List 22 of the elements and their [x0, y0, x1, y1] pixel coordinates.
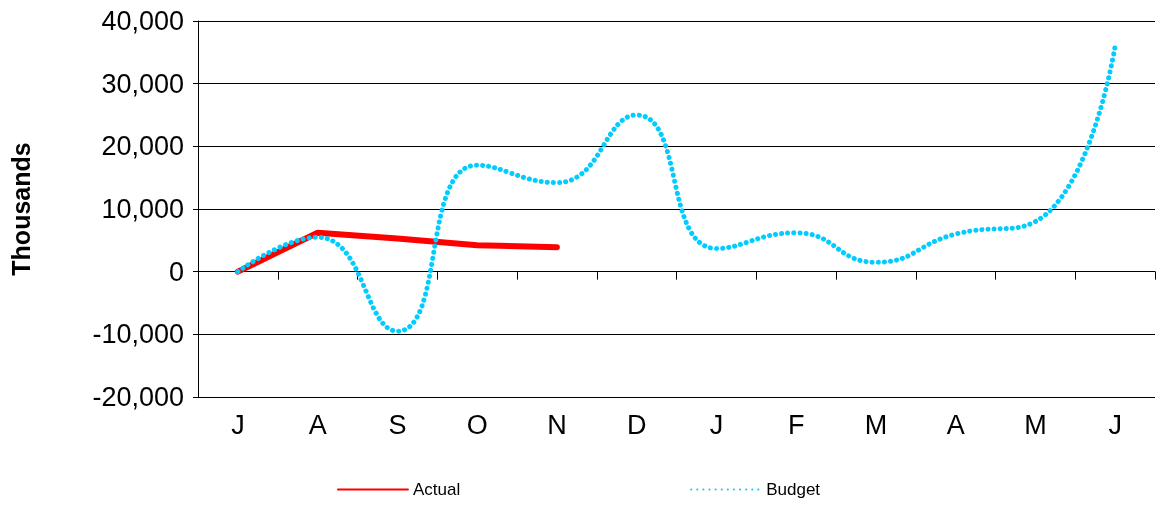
x-tick-label: N	[547, 409, 567, 440]
y-tick-label: -20,000	[92, 382, 184, 412]
x-tick-label: J	[1108, 409, 1122, 440]
y-tick-label: 30,000	[101, 68, 184, 99]
y-tick-label: 40,000	[101, 6, 184, 36]
x-tick-label: J	[231, 409, 245, 440]
y-tick-label: 0	[168, 256, 184, 287]
legend-label: Budget	[766, 480, 821, 499]
x-tick-label: M	[864, 409, 888, 440]
x-tick-label: O	[466, 409, 488, 440]
legend-label: Actual	[412, 480, 461, 499]
y-tick-label: 10,000	[101, 194, 184, 224]
x-tick-label: M	[1024, 409, 1047, 440]
x-tick-label: A	[308, 409, 327, 440]
x-tick-label: D	[626, 409, 647, 440]
x-tick-label: S	[388, 409, 407, 440]
y-tick-label: 20,000	[101, 131, 184, 162]
x-tick-label: A	[946, 409, 965, 440]
x-tick-label: J	[709, 409, 724, 440]
y-tick-label: -10,000	[92, 319, 184, 350]
x-tick-label: F	[787, 409, 805, 440]
y-axis-title: Thousands	[6, 142, 35, 276]
